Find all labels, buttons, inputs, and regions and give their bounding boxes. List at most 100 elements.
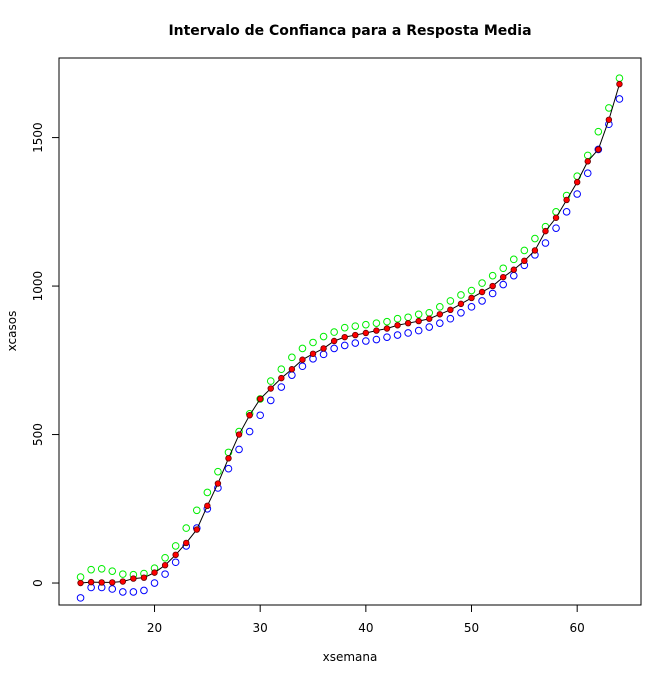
interval-point bbox=[362, 337, 370, 345]
x-tick-label: 20 bbox=[147, 621, 162, 635]
interval-point bbox=[605, 104, 613, 112]
interval-point bbox=[404, 313, 412, 322]
fitted-point bbox=[87, 578, 95, 586]
interval-point bbox=[425, 308, 434, 317]
x-tick-label: 40 bbox=[358, 621, 373, 635]
interval-point bbox=[478, 297, 486, 305]
fitted-point bbox=[267, 385, 274, 392]
fitted-point bbox=[299, 356, 306, 363]
interval-point bbox=[277, 365, 286, 374]
fitted-point bbox=[330, 337, 338, 345]
interval-point bbox=[108, 567, 117, 575]
fitted-point bbox=[373, 327, 380, 334]
interval-point bbox=[76, 573, 85, 581]
interval-point bbox=[87, 565, 95, 574]
interval-point bbox=[224, 464, 233, 473]
interval-point bbox=[256, 411, 264, 420]
y-tick-label: 0 bbox=[31, 579, 45, 587]
fitted-point bbox=[457, 300, 465, 308]
fitted-point bbox=[404, 319, 412, 327]
fitted-point bbox=[320, 345, 327, 352]
interval-point bbox=[509, 271, 518, 280]
interval-point bbox=[467, 303, 476, 311]
fitted-point bbox=[77, 579, 84, 587]
interval-point bbox=[298, 362, 307, 371]
y-axis-label: xcasos bbox=[5, 311, 19, 352]
interval-point bbox=[446, 297, 455, 305]
fitted-point bbox=[352, 331, 359, 339]
interval-point bbox=[288, 371, 296, 379]
fitted-point bbox=[193, 526, 200, 533]
chart-title: Intervalo de Confianca para a Resposta M… bbox=[168, 23, 531, 39]
fitted-point bbox=[616, 80, 623, 88]
interval-point bbox=[97, 564, 106, 573]
fitted-point bbox=[183, 539, 190, 547]
interval-point bbox=[488, 289, 497, 298]
interval-point bbox=[615, 95, 624, 103]
interval-point bbox=[171, 558, 180, 567]
interval-point bbox=[266, 377, 275, 385]
interval-point bbox=[383, 317, 391, 326]
interval-point bbox=[351, 322, 360, 330]
fitted-point bbox=[415, 317, 422, 325]
interval-point bbox=[309, 338, 317, 347]
fitted-point bbox=[510, 266, 517, 273]
interval-point bbox=[161, 553, 169, 562]
interval-point bbox=[372, 319, 381, 327]
interval-point bbox=[383, 333, 391, 341]
interval-point bbox=[436, 319, 444, 327]
interval-point bbox=[583, 169, 592, 178]
fitted-point bbox=[394, 322, 401, 329]
fitted-point bbox=[563, 196, 570, 204]
fitted-point bbox=[447, 306, 454, 314]
y-tick-label: 1000 bbox=[31, 271, 45, 302]
interval-point bbox=[256, 395, 264, 403]
fitted-point bbox=[309, 350, 317, 357]
fitted-point bbox=[436, 311, 444, 318]
interval-point bbox=[457, 308, 465, 317]
interval-point bbox=[340, 323, 349, 332]
interval-point bbox=[266, 396, 275, 405]
fitted-point bbox=[140, 574, 148, 581]
fitted-point bbox=[130, 575, 137, 582]
interval-point bbox=[330, 344, 338, 353]
fitted-point bbox=[478, 288, 486, 296]
fitted-point bbox=[109, 579, 116, 586]
plot-frame bbox=[58, 57, 642, 606]
x-tick-label: 30 bbox=[253, 621, 268, 635]
fitted-point bbox=[584, 158, 591, 165]
interval-point bbox=[414, 326, 423, 335]
fitted-point bbox=[98, 579, 105, 586]
fitted-point bbox=[225, 455, 232, 462]
fitted-point bbox=[288, 366, 296, 373]
fitted-point bbox=[204, 502, 211, 510]
interval-point bbox=[478, 279, 486, 287]
interval-point bbox=[573, 190, 581, 198]
fitted-point bbox=[161, 562, 169, 569]
fitted-point bbox=[542, 227, 549, 235]
interval-point bbox=[520, 246, 529, 255]
interval-point bbox=[541, 239, 550, 247]
interval-point bbox=[108, 585, 117, 593]
interval-point bbox=[192, 506, 201, 515]
interval-point bbox=[467, 286, 476, 295]
interval-point bbox=[161, 570, 169, 578]
interval-point bbox=[214, 467, 222, 476]
interval-point bbox=[340, 341, 349, 350]
interval-point bbox=[531, 234, 539, 243]
interval-point bbox=[76, 594, 85, 602]
interval-point bbox=[404, 329, 412, 337]
interval-point bbox=[277, 383, 286, 391]
interval-point bbox=[150, 579, 159, 587]
interval-point bbox=[446, 314, 455, 323]
fitted-point bbox=[278, 374, 285, 382]
interval-point bbox=[393, 314, 402, 323]
interval-point bbox=[119, 570, 127, 578]
interval-point bbox=[615, 74, 624, 82]
interval-point bbox=[288, 353, 296, 362]
interval-point bbox=[245, 427, 254, 436]
fitted-point bbox=[605, 116, 613, 123]
fitted-point bbox=[531, 247, 539, 254]
fit-line bbox=[80, 83, 620, 584]
